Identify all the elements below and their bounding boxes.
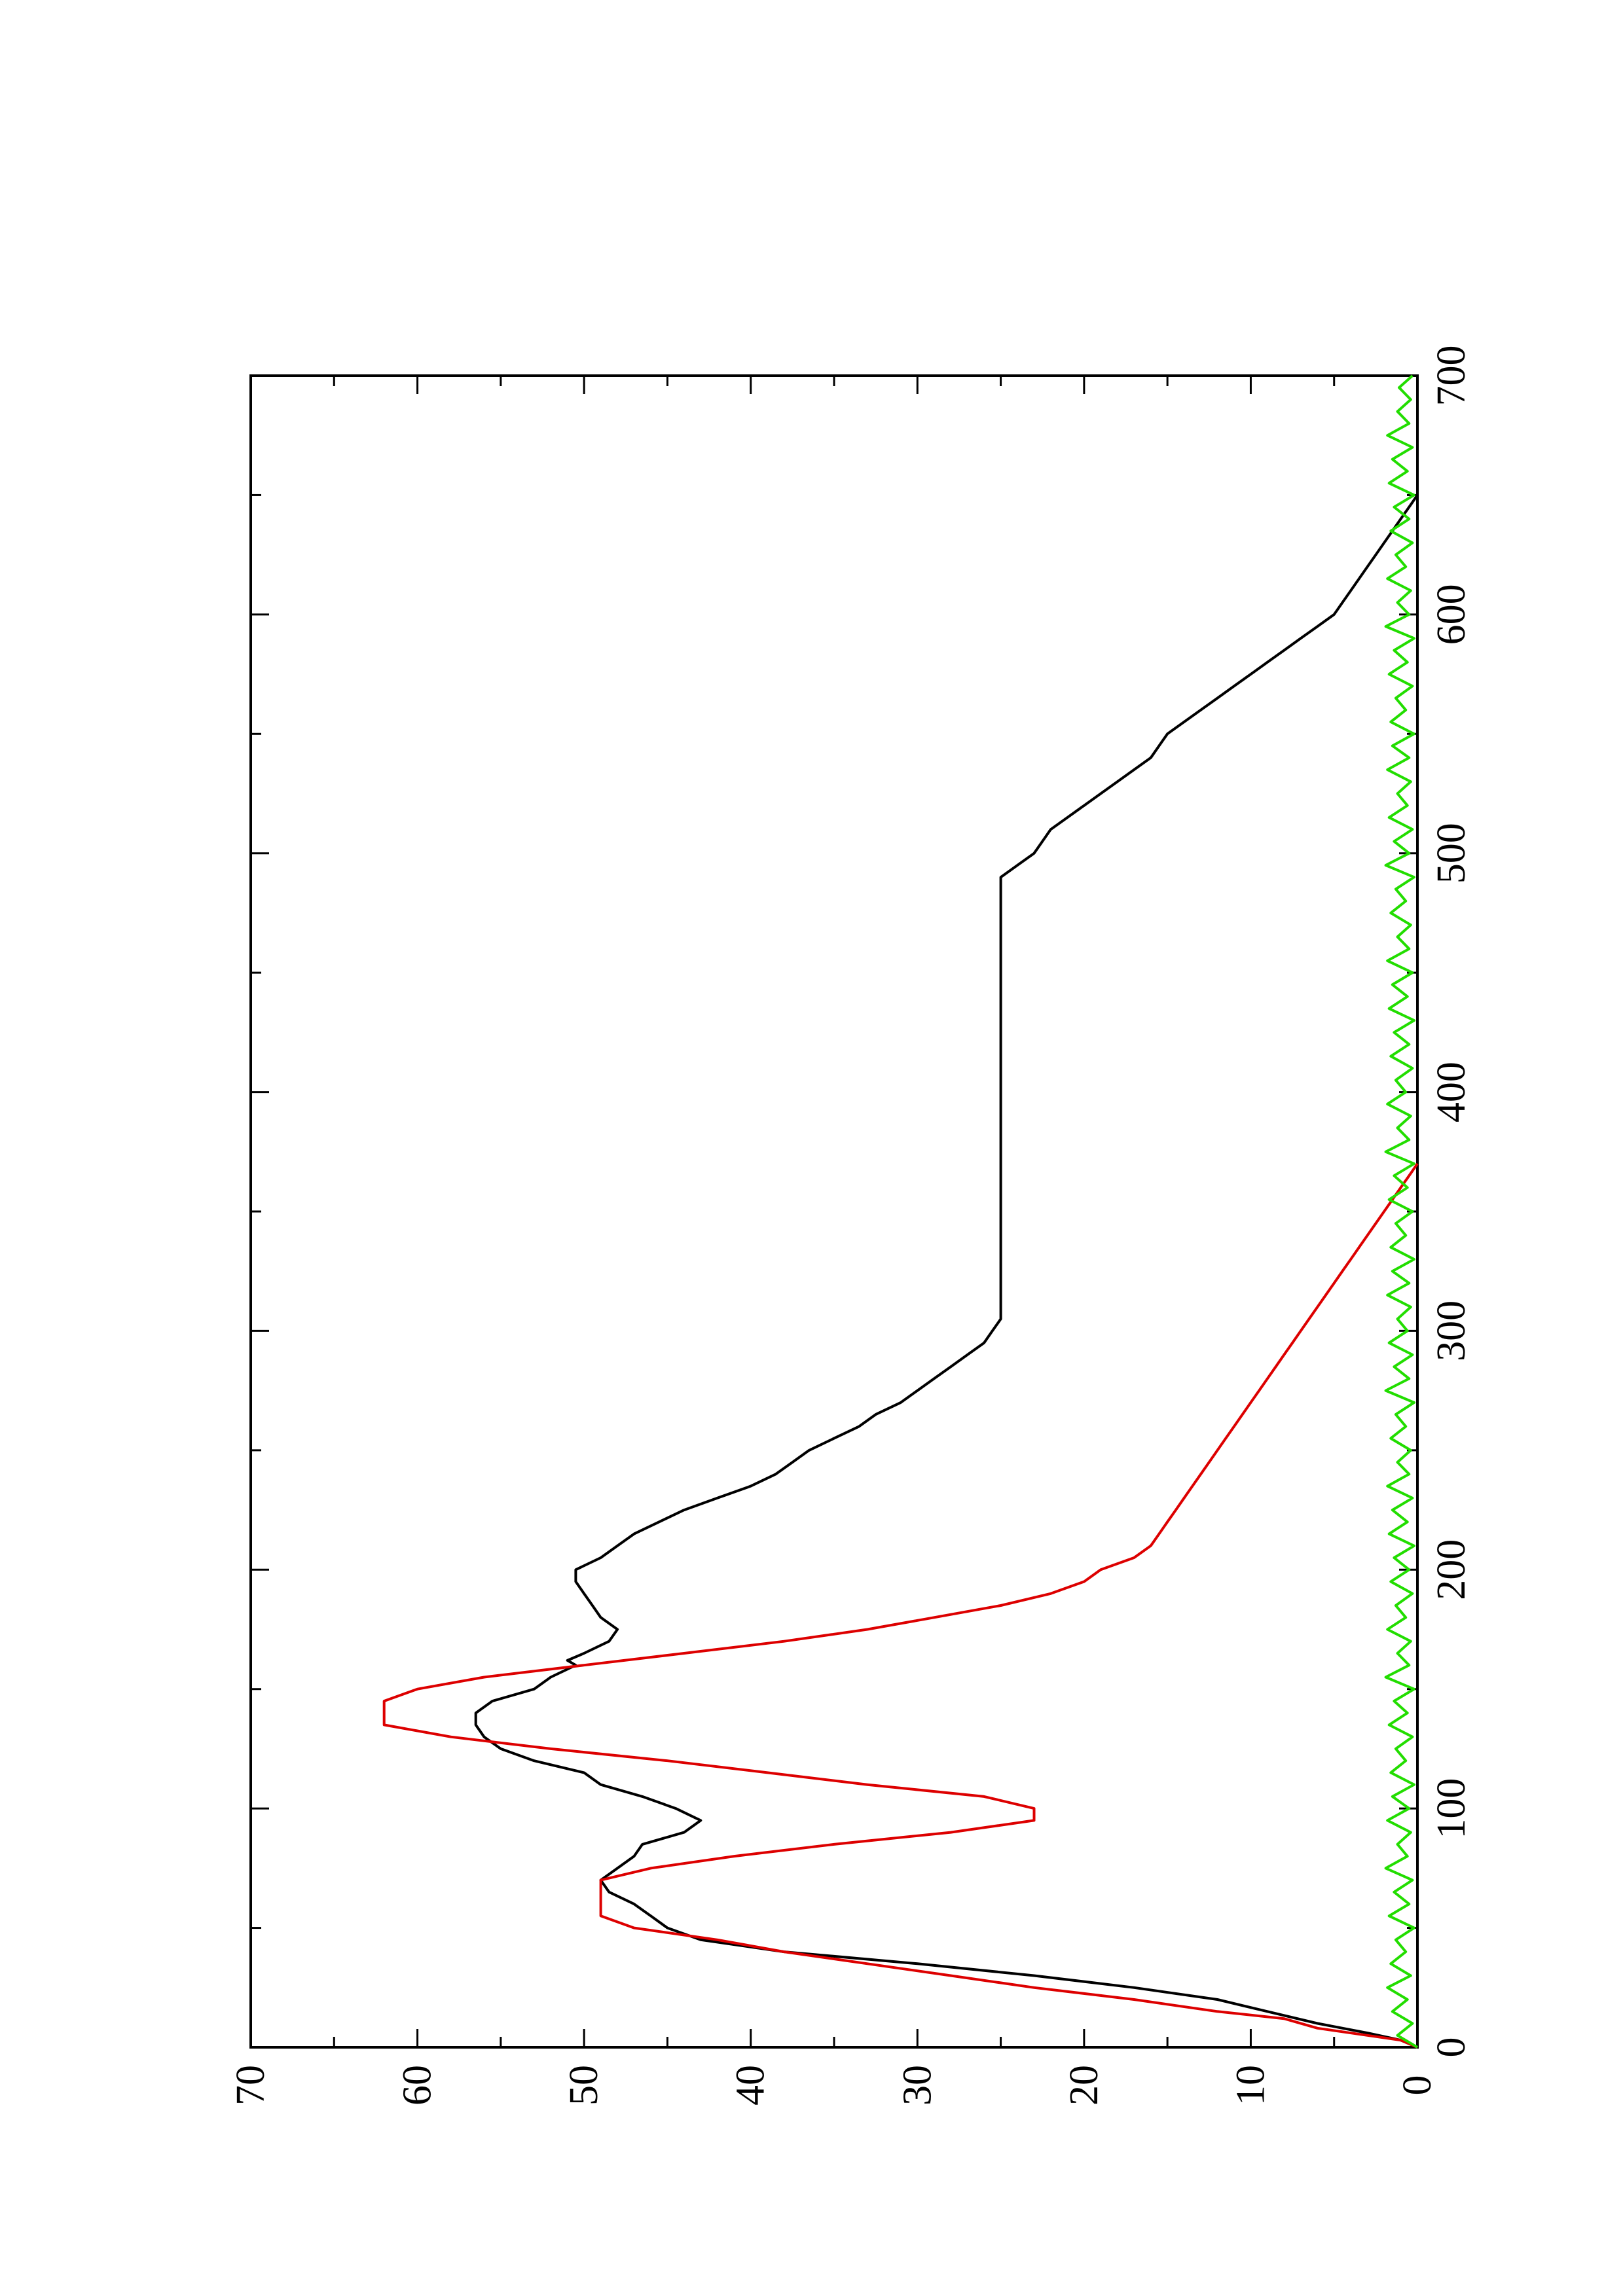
y-tick-label: 20 <box>1062 2065 1106 2106</box>
series-line-3 <box>1384 374 1419 2049</box>
x-tick-label: 200 <box>1429 1539 1474 1600</box>
series-line-1 <box>474 494 1419 2049</box>
x-tick-label: 600 <box>1429 584 1474 645</box>
x-tick-label: 300 <box>1429 1300 1474 1361</box>
x-tick-label: 500 <box>1429 823 1474 884</box>
y-tick-label: 10 <box>1228 2065 1273 2106</box>
x-tick-label: 700 <box>1429 346 1474 406</box>
x-tick-label: 400 <box>1429 1062 1474 1122</box>
y-tick-label: 0 <box>1395 2075 1440 2096</box>
y-tick-label: 70 <box>228 2065 273 2106</box>
plot-frame <box>249 374 1419 2049</box>
tick-labels: 0 100 200 300 400 500 600 700 0 10 20 30 40 50 60 70 <box>228 346 1474 2106</box>
y-tick-label: 60 <box>395 2065 440 2106</box>
x-tick-label: 100 <box>1429 1778 1474 1839</box>
x-tick-label: 0 <box>1429 2037 1474 2058</box>
tick-marks <box>249 374 1419 2049</box>
y-tick-label: 40 <box>729 2065 773 2106</box>
series-line-2 <box>382 1162 1419 2049</box>
y-tick-label: 50 <box>562 2065 606 2106</box>
series-layer <box>382 374 1419 2049</box>
y-tick-label: 30 <box>895 2065 939 2106</box>
